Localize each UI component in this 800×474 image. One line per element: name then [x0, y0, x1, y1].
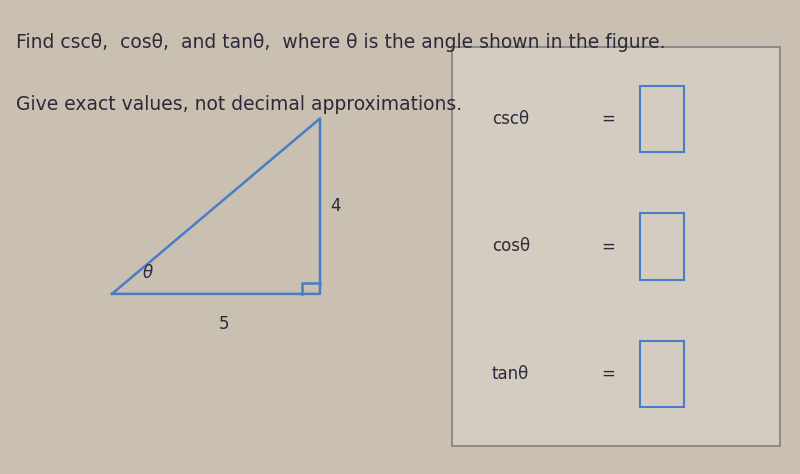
FancyBboxPatch shape: [640, 341, 684, 407]
Text: cosθ: cosθ: [492, 237, 530, 255]
FancyBboxPatch shape: [640, 213, 684, 280]
Text: tanθ: tanθ: [492, 365, 530, 383]
FancyBboxPatch shape: [452, 47, 780, 446]
Text: θ: θ: [142, 264, 153, 282]
Text: =: =: [601, 237, 615, 255]
Text: =: =: [601, 110, 615, 128]
Text: 5: 5: [218, 315, 230, 333]
Text: cscθ: cscθ: [492, 110, 529, 128]
Text: Find cscθ,  cosθ,  and tanθ,  where θ is the angle shown in the figure.: Find cscθ, cosθ, and tanθ, where θ is th…: [16, 33, 666, 52]
Text: =: =: [601, 365, 615, 383]
Text: Give exact values, not decimal approximations.: Give exact values, not decimal approxima…: [16, 95, 462, 114]
Text: 4: 4: [330, 197, 341, 215]
FancyBboxPatch shape: [640, 86, 684, 152]
